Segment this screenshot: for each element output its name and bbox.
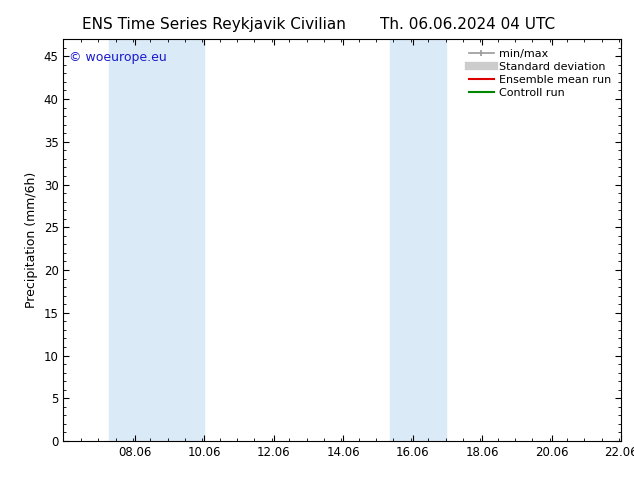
Text: © woeurope.eu: © woeurope.eu [69, 51, 167, 64]
Y-axis label: Precipitation (mm/6h): Precipitation (mm/6h) [25, 172, 38, 308]
Text: ENS Time Series Reykjavik Civilian: ENS Time Series Reykjavik Civilian [82, 17, 346, 32]
Text: Th. 06.06.2024 04 UTC: Th. 06.06.2024 04 UTC [380, 17, 555, 32]
Legend: min/max, Standard deviation, Ensemble mean run, Controll run: min/max, Standard deviation, Ensemble me… [465, 45, 616, 102]
Bar [390, 39, 446, 441]
Bar [108, 39, 204, 441]
